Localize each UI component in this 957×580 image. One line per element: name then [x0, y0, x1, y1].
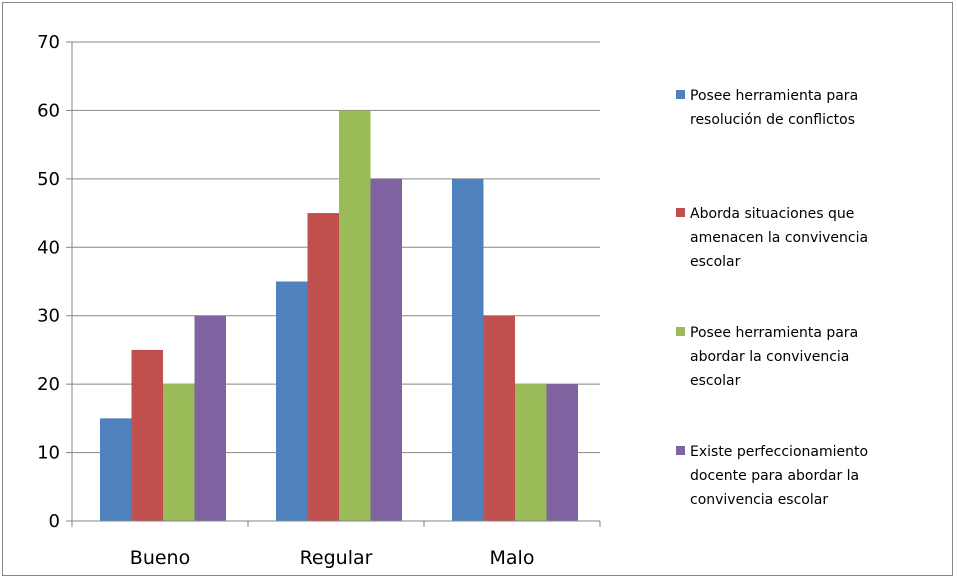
x-category-label: Bueno — [130, 547, 190, 569]
x-category-label: Regular — [300, 547, 373, 569]
bar-malo-series-3 — [515, 384, 547, 521]
legend-label-3: abordar la convivencia — [690, 349, 849, 365]
bar-bueno-series-4 — [194, 315, 226, 521]
bar-bueno-series-3 — [163, 384, 195, 521]
legend-label-3: escolar — [690, 373, 741, 389]
y-tick-labels: 0 10 20 30 40 50 60 70 — [37, 32, 60, 532]
legend-label-1: Posee herramienta para — [690, 88, 858, 104]
bar-malo-series-4 — [546, 384, 578, 521]
bar-malo-series-1 — [452, 178, 484, 521]
legend-label-4: docente para abordar la — [690, 468, 859, 484]
legend-label-1: resolución de conflictos — [690, 112, 855, 128]
y-tick-label: 10 — [37, 443, 60, 464]
legend: Posee herramienta para resolución de conf… — [676, 88, 868, 508]
axes — [71, 42, 601, 527]
y-tick-label: 20 — [37, 374, 60, 395]
y-tick-label: 30 — [37, 306, 60, 327]
bar-bueno-series-2 — [131, 349, 163, 521]
y-tick-label: 0 — [49, 511, 60, 532]
legend-swatch-3 — [676, 327, 685, 336]
y-tick-label: 70 — [37, 32, 60, 53]
bar-regular-series-4 — [370, 178, 402, 521]
bars — [100, 110, 578, 522]
y-tick-label: 60 — [37, 100, 60, 121]
legend-label-2: escolar — [690, 254, 741, 270]
bar-malo-series-2 — [483, 315, 515, 521]
x-category-label: Malo — [490, 547, 535, 569]
legend-swatch-1 — [676, 90, 685, 99]
legend-swatch-4 — [676, 446, 685, 455]
legend-label-3: Posee herramienta para — [690, 325, 858, 341]
legend-swatch-2 — [676, 208, 685, 217]
bar-regular-series-2 — [307, 213, 339, 522]
x-category-labels: Bueno Regular Malo — [130, 547, 535, 569]
legend-label-4: convivencia escolar — [690, 492, 828, 508]
legend-label-4: Existe perfeccionamiento — [690, 444, 868, 460]
bar-bueno-series-1 — [100, 418, 132, 521]
y-tick-label: 40 — [37, 237, 60, 258]
y-tick-label: 50 — [37, 169, 60, 190]
bar-regular-series-1 — [276, 281, 308, 521]
legend-label-2: Aborda situaciones que — [690, 206, 854, 222]
legend-label-2: amenacen la convivencia — [690, 230, 868, 246]
bar-regular-series-3 — [339, 110, 371, 521]
